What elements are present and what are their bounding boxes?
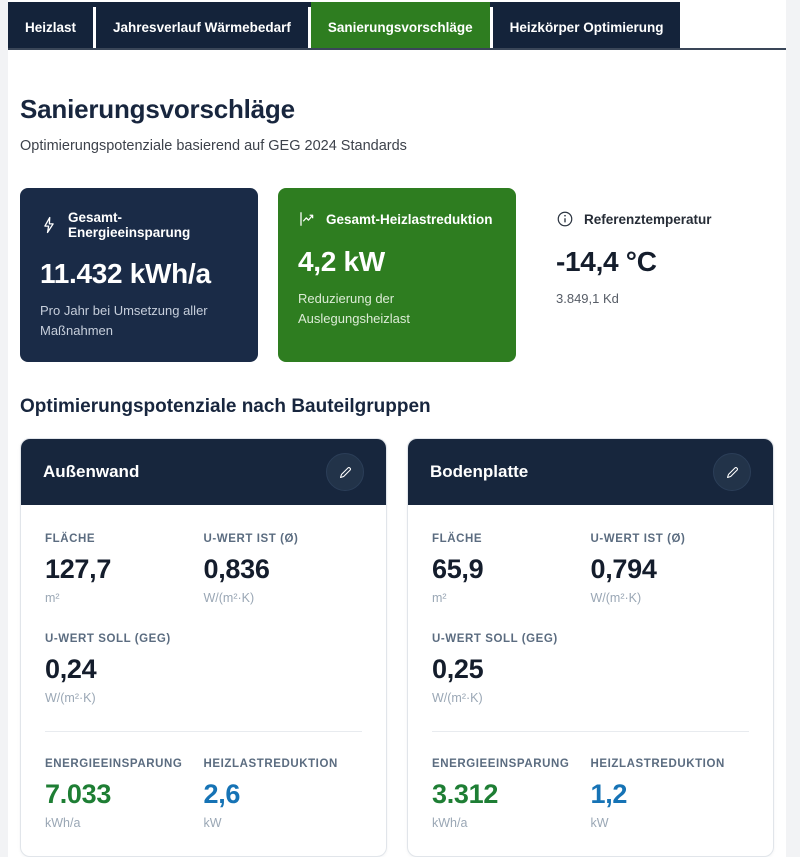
stat-spacer — [204, 633, 363, 705]
summary-card-heatload-header: Gesamt-Heizlastreduktion — [298, 210, 496, 228]
card-divider — [45, 731, 362, 732]
component-card-title: Außenwand — [43, 462, 140, 481]
component-card-aussenwand-body: FLÄCHE 127,7 m² U-WERT IST (Ø) 0,836 W/(… — [21, 505, 386, 856]
stat-value: 127,7 — [45, 554, 112, 584]
stat-label: U-WERT IST (Ø) — [203, 533, 299, 545]
stat-heizlastreduktion: HEIZLASTREDUKTION 1,2 kW — [591, 758, 750, 830]
stat-label: ENERGIEEINSPARUNG — [45, 758, 183, 770]
stat-value: 0,794 — [590, 554, 657, 584]
summary-card-heatload-label: Gesamt-Heizlastreduktion — [326, 211, 493, 227]
page-title: Sanierungsvorschläge — [20, 94, 295, 124]
tab-list: Heizlast Jahresverlauf Wärmebedarf Sanie… — [8, 2, 681, 48]
summary-card-heatload-value: 4,2 kW — [298, 246, 385, 277]
stat-unit: m² — [45, 591, 60, 605]
stat-grid-results: ENERGIEEINSPARUNG 7.033 kWh/a HEIZLASTRE… — [45, 758, 362, 830]
stat-unit: W/(m²·K) — [590, 591, 642, 605]
tab-heizlast[interactable]: Heizlast — [8, 7, 94, 48]
summary-card-energy: Gesamt-Energieeinsparung 11.432 kWh/a Pr… — [20, 188, 258, 362]
stat-heizlastreduktion: HEIZLASTREDUKTION 2,6 kW — [204, 758, 363, 830]
stat-grid: FLÄCHE 65,9 m² U-WERT IST (Ø) 0,794 W/(m… — [432, 533, 749, 705]
stat-uwert-soll: U-WERT SOLL (GEG) 0,25 W/(m²·K) — [432, 633, 591, 705]
tab-sanierungsvorschlaege[interactable]: Sanierungsvorschläge — [310, 2, 490, 48]
stat-grid: FLÄCHE 127,7 m² U-WERT IST (Ø) 0,836 W/(… — [45, 533, 362, 705]
stat-value: 0,24 — [45, 654, 97, 684]
stat-unit: kW — [590, 816, 609, 830]
stat-flaeche: FLÄCHE 65,9 m² — [432, 533, 591, 605]
component-card-title: Bodenplatte — [430, 462, 529, 481]
stat-value: 0,25 — [432, 654, 484, 684]
stat-value-heatload-reduction: 2,6 — [203, 779, 241, 809]
stat-uwert-ist: U-WERT IST (Ø) 0,836 W/(m²·K) — [204, 533, 363, 605]
summary-card-energy-label: Gesamt-Energieeinsparung — [68, 210, 191, 240]
stat-value: 0,836 — [203, 554, 270, 584]
summary-card-energy-description: Pro Jahr bei Umsetzung aller Maßnahmen — [40, 303, 208, 338]
info-icon[interactable] — [556, 210, 574, 228]
stat-label: HEIZLASTREDUKTION — [203, 758, 338, 770]
summary-card-heatload: Gesamt-Heizlastreduktion 4,2 kW Reduzier… — [278, 188, 516, 362]
card-divider — [432, 731, 749, 732]
page-subtitle: Optimierungspotenziale basierend auf GEG… — [20, 138, 407, 154]
stat-unit: m² — [432, 591, 447, 605]
summary-reference-description: 3.849,1 Kd — [556, 291, 619, 306]
stat-label: U-WERT IST (Ø) — [590, 533, 686, 545]
chart-line-icon — [300, 212, 314, 226]
stat-value-heatload-reduction: 1,2 — [590, 779, 628, 809]
summary-row: Gesamt-Energieeinsparung 11.432 kWh/a Pr… — [20, 188, 774, 362]
stat-value-energy-saving: 3.312 — [432, 779, 499, 809]
tab-bar: Heizlast Jahresverlauf Wärmebedarf Sanie… — [8, 2, 786, 50]
tab-heizkoerper-optimierung[interactable]: Heizkörper Optimierung — [492, 7, 681, 48]
summary-card-energy-value: 11.432 kWh/a — [40, 258, 211, 289]
stat-label: HEIZLASTREDUKTION — [590, 758, 725, 770]
tab-jahresverlauf-waermebedarf[interactable]: Jahresverlauf Wärmebedarf — [96, 7, 308, 48]
content-area: Sanierungsvorschläge Optimierungspotenzi… — [8, 50, 786, 857]
stat-grid-results: ENERGIEEINSPARUNG 3.312 kWh/a HEIZLASTRE… — [432, 758, 749, 830]
component-card-bodenplatte-header: Bodenplatte — [408, 439, 773, 505]
stat-unit: kW — [203, 816, 222, 830]
component-card-aussenwand: Außenwand FLÄCHE 127,7 m² — [20, 438, 387, 857]
stat-uwert-ist: U-WERT IST (Ø) 0,794 W/(m²·K) — [591, 533, 750, 605]
stat-label: FLÄCHE — [432, 533, 483, 545]
summary-reference-value: -14,4 °C — [556, 246, 657, 277]
stat-unit: kWh/a — [45, 816, 81, 830]
summary-reference-label: Referenztemperatur — [584, 211, 712, 227]
stat-energieeinsparung: ENERGIEEINSPARUNG 7.033 kWh/a — [45, 758, 204, 830]
stat-unit: W/(m²·K) — [45, 691, 96, 705]
component-cards: Außenwand FLÄCHE 127,7 m² — [20, 438, 774, 857]
component-card-bodenplatte-body: FLÄCHE 65,9 m² U-WERT IST (Ø) 0,794 W/(m… — [408, 505, 773, 856]
stat-flaeche: FLÄCHE 127,7 m² — [45, 533, 204, 605]
edit-bodenplatte-button[interactable] — [713, 453, 751, 491]
stat-energieeinsparung: ENERGIEEINSPARUNG 3.312 kWh/a — [432, 758, 591, 830]
stat-unit: W/(m²·K) — [203, 591, 255, 605]
stat-uwert-soll: U-WERT SOLL (GEG) 0,24 W/(m²·K) — [45, 633, 204, 705]
stat-label: FLÄCHE — [45, 533, 96, 545]
component-card-bodenplatte: Bodenplatte FLÄCHE 65,9 m² — [407, 438, 774, 857]
edit-aussenwand-button[interactable] — [326, 453, 364, 491]
stat-unit: W/(m²·K) — [432, 691, 483, 705]
stat-label: U-WERT SOLL (GEG) — [432, 633, 558, 645]
pencil-icon — [726, 466, 738, 478]
stat-unit: kWh/a — [432, 816, 468, 830]
stat-value-energy-saving: 7.033 — [45, 779, 112, 809]
summary-card-heatload-description: Reduzierung der Auslegungsheizlast — [298, 291, 411, 326]
component-card-aussenwand-header: Außenwand — [21, 439, 386, 505]
lightning-icon — [44, 216, 54, 234]
summary-reference-temperature: Referenztemperatur -14,4 °C 3.849,1 Kd — [536, 188, 774, 362]
stat-label: U-WERT SOLL (GEG) — [45, 633, 171, 645]
summary-card-energy-header: Gesamt-Energieeinsparung — [40, 210, 238, 240]
section-title: Optimierungspotenziale nach Bauteilgrupp… — [20, 396, 431, 417]
summary-reference-header: Referenztemperatur — [556, 210, 754, 228]
stat-value: 65,9 — [432, 554, 484, 584]
stat-label: ENERGIEEINSPARUNG — [432, 758, 570, 770]
pencil-icon — [339, 466, 351, 478]
page: Heizlast Jahresverlauf Wärmebedarf Sanie… — [8, 0, 786, 857]
stat-spacer — [591, 633, 750, 705]
